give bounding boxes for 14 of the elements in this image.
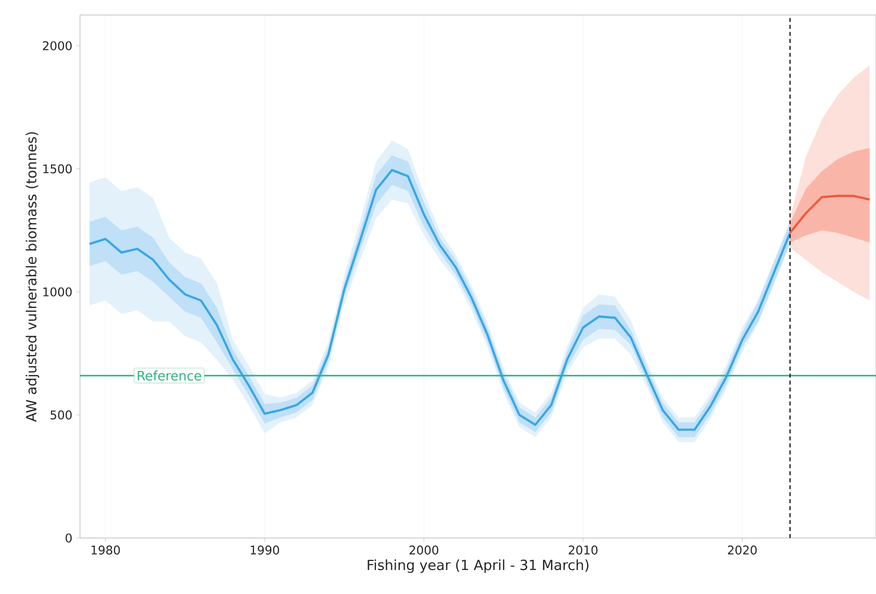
x-tick-label: 2020 [728,546,757,555]
y-tick-label: 1500 [43,164,72,174]
x-tick-label: 2000 [410,546,438,555]
x-tick-label: 1990 [250,546,280,555]
y-axis-title: AW adjusted vulnerable biomass (tonnes) [26,132,40,422]
x-tick-label: 1980 [92,546,120,555]
y-tick-label: 0 [66,533,72,543]
y-tick-label: 2000 [42,41,72,50]
y-tick-label: 1000 [43,287,72,296]
x-axis-title: Fishing year (1 April - 31 March) [368,559,588,573]
x-tick-label: 2010 [568,546,598,555]
y-tick-label: 500 [50,410,72,420]
ref-line-label: Reference [138,370,202,381]
line-series [788,194,871,234]
